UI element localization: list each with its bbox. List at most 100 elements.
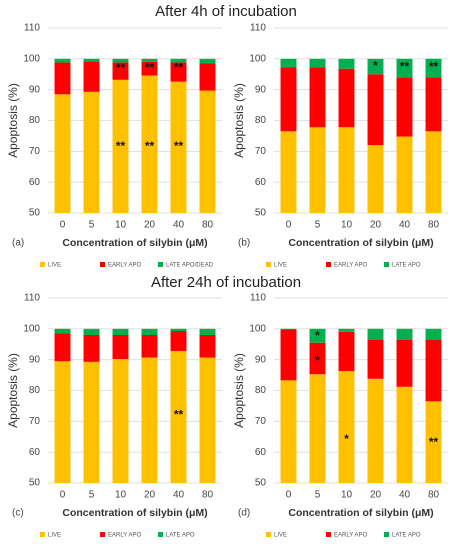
y-tick-label: 110 (24, 293, 40, 304)
bar-segment (425, 58, 442, 78)
bar-segment (141, 61, 158, 76)
bar-segment (54, 62, 71, 95)
annotation: ** (400, 59, 410, 73)
legend-swatch (384, 262, 389, 267)
panel-label: (c) (12, 508, 24, 519)
x-tick-label: 0 (60, 220, 66, 231)
annotation: ** (174, 60, 184, 74)
heading: After 4h of incubation (155, 3, 297, 20)
heading: After 24h of incubation (151, 274, 301, 291)
bar-segment (338, 68, 355, 128)
annotation: ** (145, 139, 155, 153)
legend-swatch (40, 532, 45, 537)
bar-segment (141, 357, 158, 483)
annotation: ** (174, 139, 184, 153)
y-tick-label: 110 (250, 23, 266, 34)
x-tick-label: 5 (315, 220, 321, 231)
panel-label: (b) (238, 238, 250, 249)
legend-label: LATE APO/DEAD (166, 263, 214, 269)
annotation: ** (429, 59, 439, 73)
x-tick-label: 5 (89, 490, 95, 501)
bar-segment (112, 62, 129, 80)
x-tick-label: 0 (60, 490, 66, 501)
panel-label: (a) (12, 238, 24, 249)
bar-segment (309, 127, 326, 213)
x-tick-label: 20 (370, 490, 382, 501)
x-tick-label: 0 (286, 490, 292, 501)
annotation: * (315, 353, 320, 367)
bar-segment (112, 335, 129, 360)
bar-segment (54, 58, 71, 63)
bar-segment (280, 380, 297, 483)
y-tick-label: 70 (29, 416, 41, 427)
x-tick-label: 40 (173, 220, 185, 231)
bar-segment (54, 361, 71, 483)
y-tick-label: 90 (255, 84, 267, 95)
x-tick-label: 5 (315, 490, 321, 501)
y-tick-label: 80 (29, 115, 41, 126)
legend-label: EARLY APO (108, 533, 141, 539)
bar-segment (170, 351, 187, 483)
x-tick-label: 20 (144, 220, 156, 231)
legend-swatch (326, 532, 331, 537)
x-tick-label: 20 (144, 490, 156, 501)
legend-swatch (384, 532, 389, 537)
y-tick-label: 60 (29, 177, 41, 188)
bar-segment (396, 77, 413, 137)
y-axis-label: Apoptosis (%) (232, 353, 246, 428)
bar-segment (338, 127, 355, 213)
bar-segment (396, 136, 413, 213)
annotation: * (344, 432, 349, 446)
bar-segment (280, 328, 297, 330)
bar-segment (199, 90, 216, 213)
annotation: * (315, 329, 320, 343)
bar-segment (141, 75, 158, 213)
legend-label: LATE APO (392, 533, 421, 539)
bar-segment (396, 386, 413, 483)
x-axis-label: Concentration of silybin (μM) (288, 237, 433, 249)
x-tick-label: 40 (399, 220, 411, 231)
y-tick-label: 60 (29, 447, 41, 458)
legend-label: LIVE (274, 263, 287, 269)
bar-segment (309, 58, 326, 68)
bar-segment (367, 145, 384, 213)
y-tick-label: 70 (255, 416, 267, 427)
legend-swatch (40, 262, 45, 267)
x-tick-label: 10 (115, 220, 127, 231)
bar-segment (367, 74, 384, 146)
bar-segment (112, 359, 129, 483)
x-tick-label: 10 (341, 220, 353, 231)
legend-swatch (266, 262, 271, 267)
y-tick-label: 50 (29, 208, 41, 219)
legend-swatch (158, 532, 163, 537)
x-tick-label: 5 (89, 220, 95, 231)
bar-segment (83, 335, 100, 362)
bar-segment (112, 328, 129, 335)
bar-segment (425, 401, 442, 483)
bar-segment (367, 58, 384, 75)
legend-swatch (266, 532, 271, 537)
bar-segment (425, 328, 442, 340)
bar-segment (367, 328, 384, 340)
y-tick-label: 80 (255, 115, 267, 126)
y-tick-label: 90 (29, 84, 41, 95)
bar-segment (309, 328, 326, 343)
y-tick-label: 50 (255, 478, 267, 489)
x-tick-label: 20 (370, 220, 382, 231)
bar-segment (396, 339, 413, 387)
bar-segment (396, 328, 413, 340)
bar-segment (54, 94, 71, 213)
bar-segment (338, 328, 355, 332)
bar-segment (309, 67, 326, 128)
annotation: ** (145, 60, 155, 74)
bar-segment (54, 328, 71, 334)
annotation: * (373, 59, 378, 73)
y-tick-label: 100 (23, 53, 40, 64)
bar-segment (83, 328, 100, 335)
bar-segment (112, 79, 129, 213)
y-axis-label: Apoptosis (%) (6, 83, 20, 158)
bar-segment (141, 328, 158, 335)
bar-segment (425, 77, 442, 132)
y-tick-label: 110 (250, 293, 266, 304)
